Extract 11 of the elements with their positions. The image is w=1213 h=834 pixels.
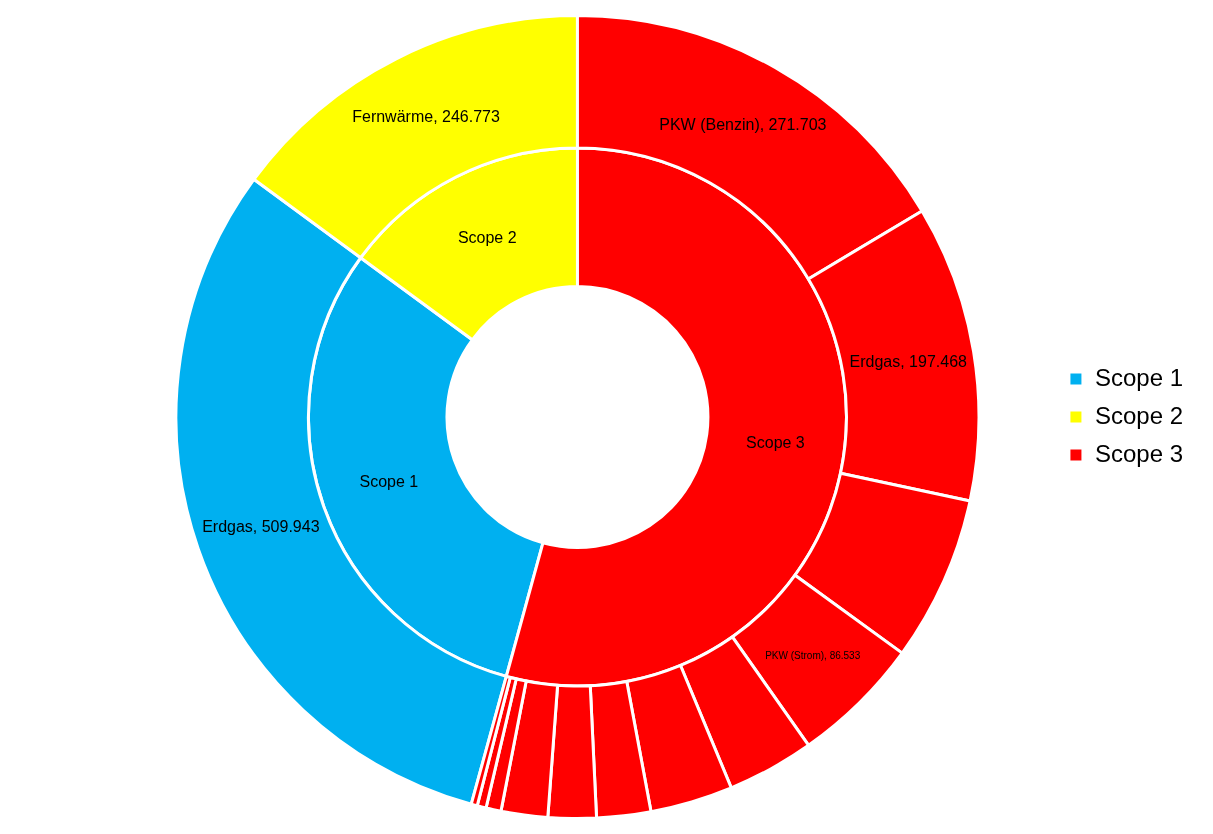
slice-label: PKW (Benzin), 271.703 bbox=[659, 115, 827, 133]
slice-label: Scope 2 bbox=[457, 229, 517, 247]
slice-label: Scope 3 bbox=[746, 434, 805, 452]
legend-label: Scope 2 bbox=[1094, 401, 1184, 429]
slice-label: Erdgas, 509.943 bbox=[202, 517, 320, 535]
slice-label: Fernwärme, 246.773 bbox=[352, 108, 500, 126]
legend-label: Scope 3 bbox=[1094, 439, 1184, 467]
slice-label: Scope 1 bbox=[359, 473, 419, 491]
legend-label: Scope 1 bbox=[1094, 363, 1184, 391]
slice-label: Erdgas, 197.468 bbox=[849, 352, 968, 370]
slice-label: PKW (Strom), 86.533 bbox=[765, 649, 861, 661]
